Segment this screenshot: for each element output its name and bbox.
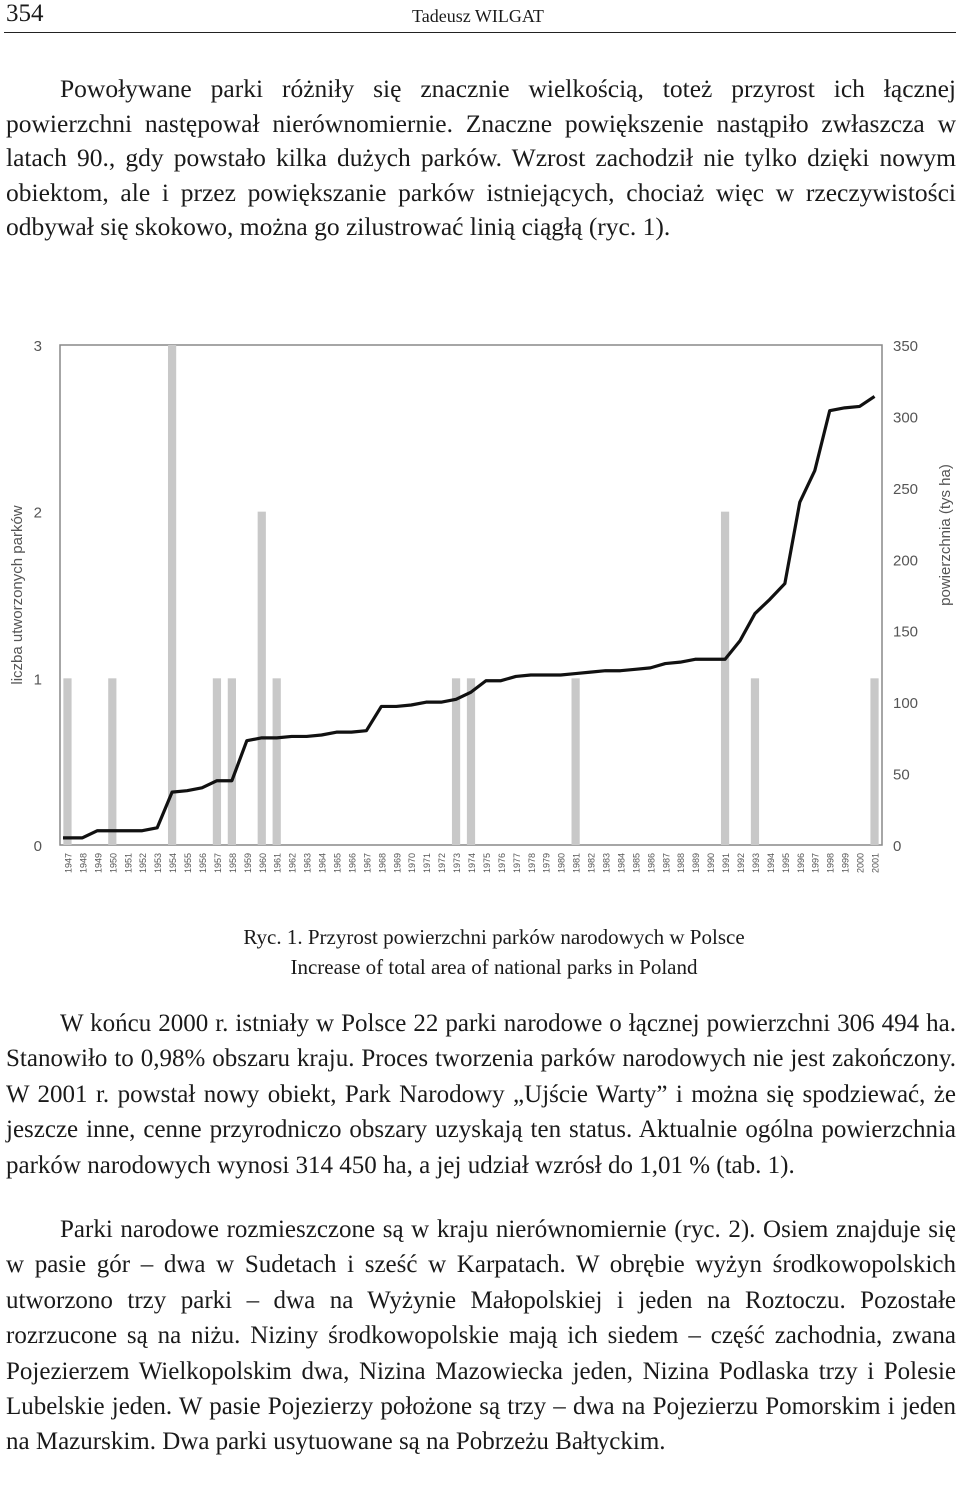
paragraph-intro: Powoływane parki różniły się znacznie wi… [6, 74, 956, 241]
bar-parks-created [870, 678, 879, 845]
x-tick-label: 1951 [123, 853, 133, 873]
x-tick-label: 1954 [168, 853, 178, 873]
y-right-tick-label: 150 [893, 624, 918, 641]
x-tick-label: 1995 [781, 853, 791, 873]
x-tick-label: 1949 [93, 853, 103, 873]
x-tick-label: 1993 [751, 853, 761, 873]
x-tick-label: 1955 [183, 853, 193, 873]
bar-parks-created [571, 678, 580, 845]
y-right-axis-title: powierzchnia (tys ha) [937, 464, 954, 606]
x-tick-label: 1974 [467, 853, 477, 873]
bar-parks-created [451, 678, 461, 845]
bar-parks-created [212, 678, 222, 845]
y-left-tick-label: 2 [34, 505, 42, 522]
bar-parks-created [167, 345, 177, 845]
x-tick-label: 1989 [691, 853, 701, 873]
x-tick-label: 1979 [542, 853, 552, 873]
figure-chart: 0 1 2 3 0 50 100 150 200 250 300 350 liczba utworzon… [0, 330, 960, 890]
line-total-area [62, 395, 876, 840]
x-tick-label: 1984 [616, 853, 626, 873]
figure-caption-en: Increase of total area of national parks… [290, 955, 698, 979]
y-right-tick-label: 50 [893, 767, 910, 784]
bar-parks-created [272, 678, 281, 845]
x-tick-label: 1965 [332, 853, 342, 873]
x-tick-label: 1996 [796, 853, 806, 873]
x-tick-label: 1997 [811, 853, 821, 873]
bar-parks-created [750, 678, 760, 845]
x-tick-label: 2001 [871, 853, 881, 873]
x-tick-label: 1958 [228, 853, 238, 873]
y-left-tick-label: 1 [34, 671, 42, 688]
x-tick-label: 1957 [213, 853, 223, 873]
y-right-tick-label: 200 [893, 552, 918, 569]
y-left-tick-label: 3 [34, 338, 42, 355]
x-tick-label: 1972 [437, 853, 447, 873]
y-right-tick-label: 250 [893, 481, 918, 498]
x-tick-label: 1981 [572, 853, 582, 873]
x-tick-label: 1948 [78, 853, 88, 873]
x-tick-label: 1977 [512, 853, 522, 873]
x-tick-label: 1960 [258, 853, 268, 873]
x-tick-label: 1968 [377, 853, 387, 873]
paragraph-status-2000: W końcu 2000 r. istniały w Polsce 22 par… [6, 1010, 956, 1179]
x-tick-label: 1980 [557, 853, 567, 873]
x-tick-label: 1953 [153, 853, 163, 873]
bar-parks-created [227, 678, 236, 845]
x-tick-label: 1962 [288, 853, 298, 873]
x-tick-label: 1988 [676, 853, 686, 873]
x-tick-label: 1967 [362, 853, 372, 873]
bar-parks-created [257, 511, 266, 845]
header-rule [4, 32, 956, 33]
x-tick-label: 1992 [736, 853, 746, 873]
running-head-author: Tadeusz WILGAT [412, 6, 544, 26]
x-tick-label: 1947 [63, 853, 73, 873]
y-right-tick-label: 350 [893, 338, 918, 355]
x-tick-label: 1976 [497, 853, 507, 873]
x-tick-label: 1964 [318, 853, 328, 873]
x-tick-label: 1969 [392, 853, 402, 873]
bar-parks-created [108, 678, 117, 845]
y-right-tick-label: 100 [893, 695, 918, 712]
x-tick-label: 1994 [766, 853, 776, 873]
bar-parks-created [466, 678, 476, 845]
figure-caption-pl: Ryc. 1. Przyrost powierzchni parków naro… [243, 925, 745, 949]
page-header: 354 Tadeusz WILGAT [0, 0, 960, 34]
x-tick-label: 1983 [602, 853, 612, 873]
x-tick-label: 1959 [243, 853, 253, 873]
x-tick-label: 1998 [826, 853, 836, 873]
x-tick-label: 1963 [303, 853, 313, 873]
x-tick-label: 1985 [631, 853, 641, 873]
x-tick-label: 1952 [138, 853, 148, 873]
x-tick-label: 1999 [841, 853, 851, 873]
x-tick-label: 2000 [856, 853, 866, 873]
x-tick-label: 1950 [108, 853, 118, 873]
x-tick-label: 1982 [587, 853, 597, 873]
bar-parks-created [720, 511, 730, 845]
x-tick-label: 1970 [407, 853, 417, 873]
page-number: 354 [6, 0, 44, 27]
x-tick-label: 1956 [198, 853, 208, 873]
paragraph-distribution: Parki narodowe rozmieszczone są w kraju … [6, 1216, 956, 1456]
x-tick-label: 1973 [452, 853, 462, 873]
y-right-tick-label: 0 [893, 838, 901, 855]
x-tick-label: 1961 [273, 853, 283, 873]
x-tick-label: 1978 [527, 853, 537, 873]
y-right-tick-label: 300 [893, 409, 918, 426]
x-tick-label: 1990 [706, 853, 716, 873]
x-tick-label: 1975 [482, 853, 492, 873]
y-left-tick-label: 0 [34, 838, 42, 855]
x-tick-label: 1987 [661, 853, 671, 873]
x-tick-label: 1991 [721, 853, 731, 873]
y-left-axis-title: liczba utworzonych parków [9, 505, 26, 684]
x-tick-label: 1966 [347, 853, 357, 873]
chart-svg: 0 1 2 3 0 50 100 150 200 250 300 350 liczba utworzon… [9, 338, 954, 873]
x-tick-label: 1971 [422, 853, 432, 873]
x-tick-label: 1986 [646, 853, 656, 873]
bar-parks-created [63, 678, 72, 845]
